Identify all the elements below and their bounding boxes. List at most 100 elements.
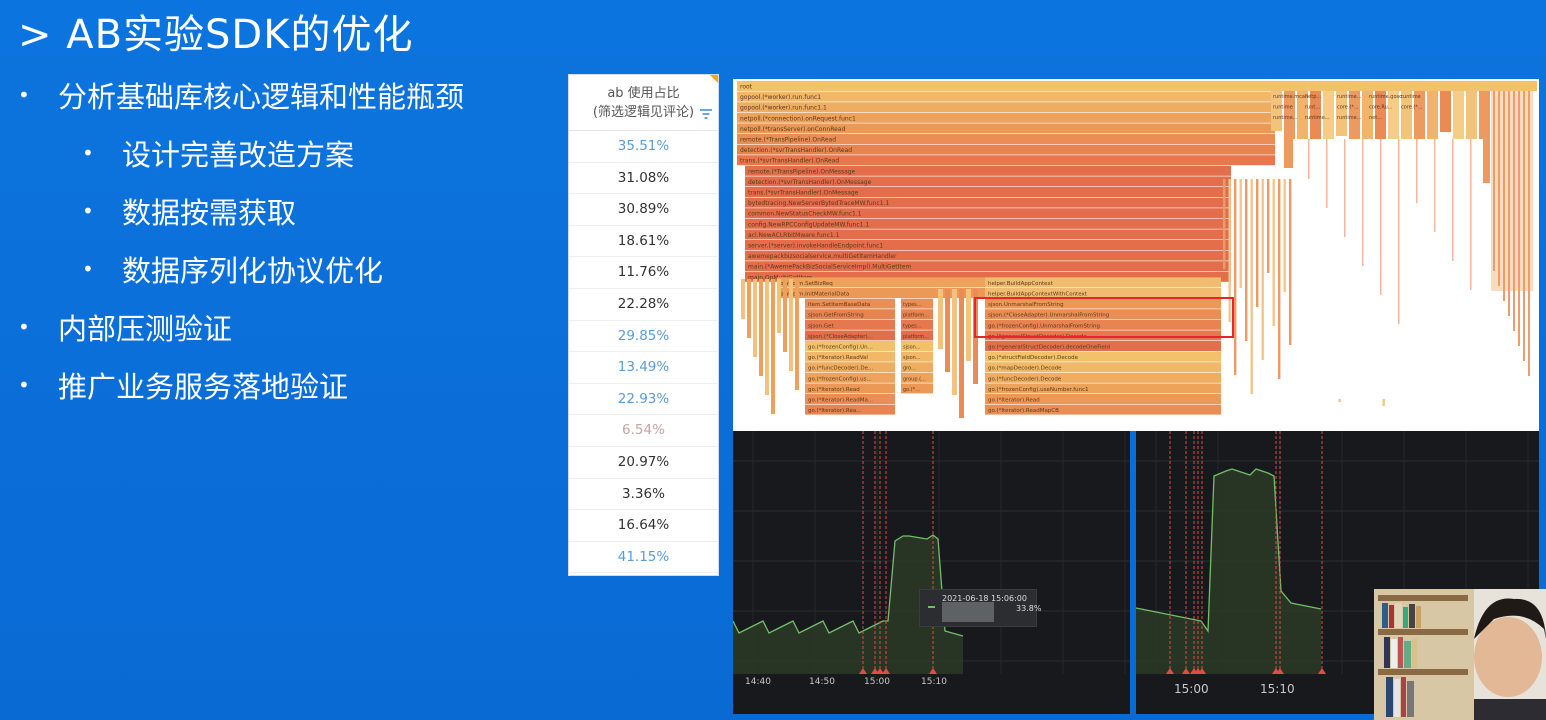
flame-spike[interactable]	[777, 279, 781, 333]
flame-frame-label: platform...	[903, 313, 929, 319]
flame-spike[interactable]	[1470, 139, 1472, 290]
cpu-chart-left: 2021-06-18 15:06:00 33.8% 14:40 14:50 15…	[733, 431, 1130, 714]
flame-frame-label: gro...	[903, 366, 916, 372]
table-row: 11.76%	[569, 257, 718, 289]
presenter-video-frame	[1374, 589, 1546, 720]
slide-title: > AB实验SDK的优化	[18, 2, 413, 60]
flame-frame-label: runtime...	[1337, 94, 1362, 100]
flame-spike[interactable]	[1523, 91, 1525, 361]
flame-spike[interactable]	[1262, 179, 1264, 360]
flame-spike[interactable]	[1251, 179, 1253, 394]
flame-frame-label: go.(*frozenConfig).us...	[808, 376, 872, 382]
flame-frame-label: core.(*...	[1401, 105, 1423, 111]
flame-spike[interactable]	[789, 279, 793, 371]
flame-spike[interactable]	[759, 279, 763, 376]
flame-frame-label: runtime.mcall	[1273, 94, 1308, 100]
flame-spike[interactable]	[1256, 179, 1258, 307]
flame-spike[interactable]	[1223, 179, 1225, 269]
flame-frame-label: go.(*generalStructDecoder).decodeOneFiel…	[988, 345, 1110, 351]
flame-spike[interactable]	[795, 279, 799, 390]
flame-spike[interactable]	[1362, 139, 1364, 266]
flame-tower[interactable]	[1440, 91, 1451, 132]
flame-spike[interactable]	[1245, 179, 1247, 341]
flame-frame-label: types...	[903, 302, 922, 308]
flame-spike[interactable]	[959, 289, 964, 418]
cpu-chart-left-canvas	[733, 431, 1130, 714]
flame-spike[interactable]	[1273, 179, 1275, 326]
flame-spike[interactable]	[1503, 91, 1505, 301]
flame-tower[interactable]	[1491, 91, 1533, 291]
flame-spike[interactable]	[1267, 179, 1269, 273]
flame-spike[interactable]	[1416, 139, 1418, 203]
flame-frame-label: helper.BuildAppContextWithContext	[988, 292, 1088, 298]
flame-frame-label: go.(*structFieldDecoder).Decode	[988, 355, 1079, 361]
flame-spike[interactable]	[1528, 91, 1530, 376]
flame-frame-label: sjson.GetFromString	[808, 313, 864, 319]
flame-spike[interactable]	[1518, 91, 1520, 346]
usage-percentage-table: ab 使用占比 (筛选逻辑见评论) 35.51% 31.08% 30.89% 18.6…	[568, 74, 719, 576]
flame-frame-label: go.(*Iterator).ReadVal	[808, 355, 868, 361]
flame-spike[interactable]	[1498, 91, 1500, 286]
flame-frame-label: go.(*...	[903, 387, 920, 393]
flame-spike[interactable]	[1326, 139, 1328, 208]
flame-frame-label: sjson.Get	[808, 323, 835, 329]
filter-icon[interactable]	[699, 108, 713, 120]
flame-frame-label: group.(...	[903, 376, 926, 382]
flame-frame-label: runtime...	[1305, 115, 1330, 121]
flame-spike[interactable]	[1344, 139, 1346, 237]
flame-frame-label: platform.SetBizReq	[780, 281, 833, 287]
flame-frame-label: common.NewStatusCheckMW.func1.1	[748, 211, 862, 218]
flame-frame-label: helper.BuildAppContext	[988, 281, 1054, 287]
flame-frame-label: detection.(*svrTransHandler).OnRead	[740, 147, 852, 154]
x-tick-label: 14:50	[809, 677, 835, 687]
flame-spike[interactable]	[1289, 179, 1291, 345]
flame-spike[interactable]	[1308, 139, 1310, 179]
flame-spike[interactable]	[1240, 179, 1242, 288]
flame-spike[interactable]	[747, 279, 751, 338]
flame-frame-label: gopool.(*worker).run.func1	[740, 94, 821, 101]
flame-spike[interactable]	[1234, 179, 1236, 375]
flame-tower[interactable]	[1466, 91, 1477, 146]
flame-spike[interactable]	[1229, 179, 1231, 322]
flame-frame-label: netpoll.(*transServer).onConnRead	[740, 126, 845, 133]
flame-spike[interactable]	[945, 289, 950, 372]
flame-frame-label: trans.(*svrTransHandler).OnRead	[740, 158, 839, 165]
flame-spike[interactable]	[1434, 139, 1436, 232]
flame-frame[interactable]	[737, 81, 1537, 91]
comment-marker	[710, 75, 718, 83]
table-row: 29.85%	[569, 321, 718, 353]
flame-spike[interactable]	[783, 279, 787, 352]
flame-spike[interactable]	[1380, 139, 1382, 295]
flame-frame-label: runtime...	[1337, 115, 1362, 121]
flame-spike[interactable]	[966, 289, 971, 361]
table-row: 6.54%	[569, 415, 718, 447]
flame-empty-region	[1293, 139, 1483, 399]
flame-spike[interactable]	[765, 279, 769, 395]
flame-graph-canvas: rootgopool.(*worker).run.func1gopool.(*w…	[733, 79, 1539, 431]
flame-frame-label: go.(*frozenConfig).useNumber.func1	[988, 387, 1089, 393]
flame-spike[interactable]	[938, 289, 943, 349]
flame-frame-label: runtime...	[1273, 115, 1298, 121]
flame-spike[interactable]	[771, 279, 775, 414]
flame-spike[interactable]	[1508, 91, 1510, 316]
flame-frame-label: runtime	[1401, 94, 1421, 100]
flame-spike[interactable]	[1278, 179, 1280, 379]
flame-frame-label: go.(*funcDecoder).Decode	[988, 376, 1062, 382]
flame-spike[interactable]	[1398, 139, 1400, 324]
flame-frame-label: net...	[1369, 115, 1382, 121]
flame-spike[interactable]	[741, 279, 745, 319]
flame-spike[interactable]	[1513, 91, 1515, 331]
flame-frame-label: remote.(*TransPipeline).OnRead	[740, 137, 836, 144]
flame-spike[interactable]	[1493, 91, 1495, 271]
flame-frame-label: go.(*Iterator).Rea...	[808, 408, 862, 414]
flame-frame-label: config.NewRPCConfigUpdateMW.func1.1	[748, 221, 869, 228]
table-row: 41.15%	[569, 542, 718, 574]
flame-spike[interactable]	[753, 279, 757, 357]
bullet-text: 分析基础库核心逻辑和性能瓶颈	[58, 74, 464, 116]
flame-frame-label: go.(*frozenConfig).Un...	[808, 345, 873, 351]
table-row: 13.49%	[569, 352, 718, 384]
flame-frame-label: acl.NewACLRbitMware.func1.1	[748, 232, 840, 239]
flame-spike[interactable]	[952, 289, 957, 395]
flame-spike[interactable]	[1452, 139, 1454, 261]
flame-spike[interactable]	[1284, 179, 1286, 292]
